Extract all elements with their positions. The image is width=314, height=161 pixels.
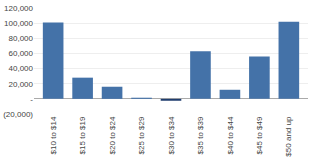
svg-text:$50 and up: $50 and up: [284, 116, 293, 157]
svg-text:$40 to $44: $40 to $44: [226, 116, 235, 154]
svg-text:40,000: 40,000: [9, 64, 34, 73]
svg-text:$30 to $34: $30 to $34: [167, 116, 176, 154]
svg-text:20,000: 20,000: [9, 80, 34, 89]
svg-text:$45 to $49: $45 to $49: [255, 116, 264, 154]
svg-text:80,000: 80,000: [9, 34, 34, 43]
svg-text:120,000: 120,000: [4, 4, 33, 13]
svg-text:$10 to $14: $10 to $14: [49, 116, 58, 154]
svg-text:60,000: 60,000: [9, 49, 34, 58]
svg-text:$15 to $19: $15 to $19: [78, 116, 87, 154]
svg-text:$20 to $24: $20 to $24: [108, 116, 117, 154]
svg-text:-: -: [30, 95, 33, 104]
svg-text:$25 to $29: $25 to $29: [137, 116, 146, 154]
svg-text:$35 to $39: $35 to $39: [196, 116, 205, 154]
svg-text:100,000: 100,000: [4, 19, 33, 28]
svg-text:(20,000): (20,000): [3, 110, 33, 119]
